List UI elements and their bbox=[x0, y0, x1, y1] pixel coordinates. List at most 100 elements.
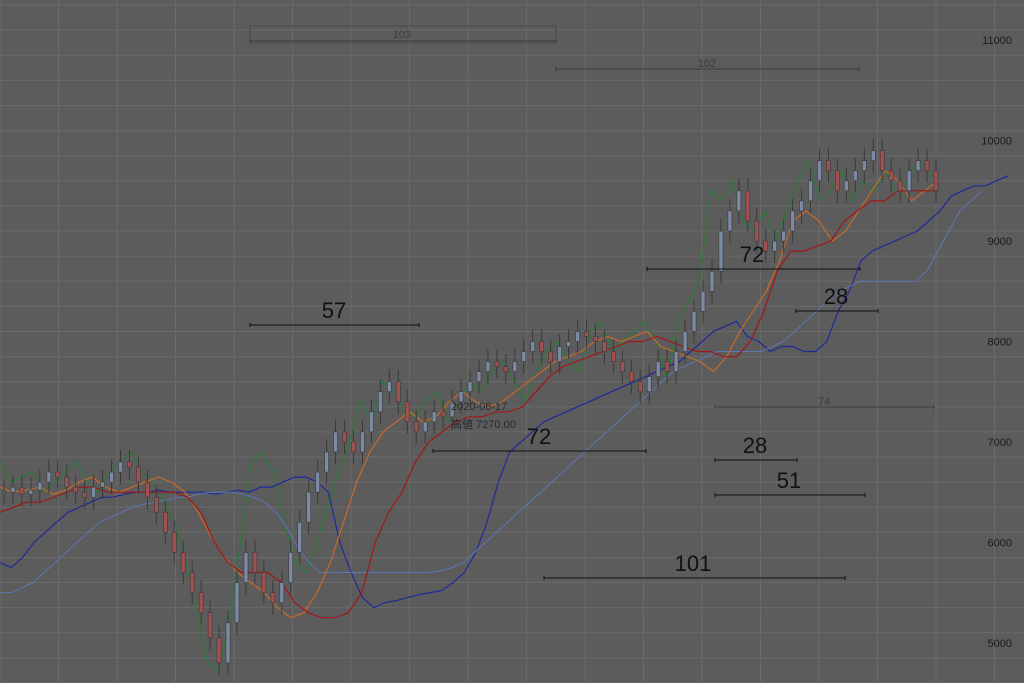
candle-body bbox=[297, 521, 303, 553]
candle-body bbox=[844, 180, 849, 192]
candle-body bbox=[808, 180, 813, 202]
candle-body bbox=[369, 411, 374, 433]
candle-body bbox=[180, 552, 186, 573]
candle-body bbox=[763, 240, 769, 252]
count-marker-label: 51 bbox=[777, 468, 801, 493]
candle-body bbox=[539, 341, 544, 352]
candle-body bbox=[700, 290, 706, 312]
candle-body bbox=[288, 552, 294, 583]
count-marker-label: 102 bbox=[698, 58, 716, 70]
candle-body bbox=[127, 461, 132, 468]
candle-body bbox=[37, 481, 43, 491]
candle-body bbox=[163, 511, 168, 533]
candle-body bbox=[557, 346, 562, 362]
candle-body bbox=[476, 371, 482, 382]
candle-body bbox=[485, 361, 491, 372]
candle-body bbox=[396, 381, 401, 403]
candle-body bbox=[413, 421, 419, 433]
candle-body bbox=[664, 361, 670, 372]
candle-body bbox=[566, 341, 571, 347]
candle-body bbox=[431, 411, 437, 423]
candle-body bbox=[404, 401, 410, 423]
candle-body bbox=[55, 471, 61, 478]
candle-body bbox=[521, 351, 527, 362]
candle-body bbox=[575, 331, 580, 342]
candle-body bbox=[378, 391, 383, 413]
candle-body bbox=[171, 532, 177, 553]
candle-body bbox=[897, 180, 903, 192]
candle-body bbox=[548, 351, 553, 362]
candle-body bbox=[82, 491, 87, 498]
candle-body bbox=[530, 341, 536, 352]
series-line-tenkan bbox=[0, 169, 939, 619]
candle-body bbox=[826, 160, 831, 172]
candle-body bbox=[225, 622, 231, 664]
candle-body bbox=[449, 401, 455, 418]
candle-body bbox=[736, 190, 742, 212]
candle-body bbox=[342, 431, 347, 443]
candle-body bbox=[324, 451, 329, 473]
price-annotation: 2020-06-17 高値 7270.00 bbox=[451, 401, 516, 431]
candle-body bbox=[503, 366, 509, 372]
candle-body bbox=[915, 160, 921, 172]
candle-body bbox=[682, 331, 688, 352]
candle-body bbox=[512, 361, 518, 372]
candle-body bbox=[727, 210, 733, 232]
candle-body bbox=[351, 441, 356, 453]
candle-body bbox=[870, 150, 876, 162]
candle-body bbox=[279, 582, 285, 603]
candle-body bbox=[64, 476, 70, 488]
count-marker-label: 74 bbox=[818, 396, 830, 408]
candle-body bbox=[593, 336, 598, 342]
count-marker-label: 57 bbox=[322, 298, 346, 323]
candle-body bbox=[879, 150, 885, 172]
candle-body bbox=[252, 552, 258, 573]
candle-body bbox=[261, 572, 267, 593]
candle-body bbox=[924, 160, 930, 172]
count-marker-box bbox=[249, 25, 557, 44]
candle-body bbox=[620, 361, 625, 372]
candle-body bbox=[862, 160, 867, 172]
candle-body bbox=[611, 351, 616, 362]
candle-body bbox=[360, 431, 365, 453]
candle-body bbox=[691, 311, 697, 332]
candle-body bbox=[781, 230, 786, 242]
candle-body bbox=[28, 489, 34, 495]
count-markers: 103 102 72 28 57 74 72 28 51 101 bbox=[249, 25, 935, 580]
candle-body bbox=[799, 200, 804, 212]
candle-body bbox=[91, 486, 96, 498]
annotation-date: 2020-06-17 bbox=[451, 401, 507, 413]
count-marker-label: 28 bbox=[743, 433, 767, 458]
candle-body bbox=[145, 481, 150, 498]
candle-body bbox=[10, 486, 16, 493]
annotation-price: 高値 7270.00 bbox=[451, 417, 516, 431]
candle-body bbox=[584, 331, 589, 337]
candle-body bbox=[306, 491, 311, 523]
y-tick-label: 10000 bbox=[981, 136, 1012, 148]
candle-body bbox=[100, 481, 105, 488]
candle-body bbox=[19, 486, 25, 495]
candle-body bbox=[198, 592, 204, 613]
candle-body bbox=[494, 361, 500, 367]
candle-body bbox=[333, 431, 338, 453]
candle-body bbox=[629, 371, 634, 382]
candle-body bbox=[772, 240, 777, 252]
candle-body bbox=[817, 160, 822, 182]
y-axis: 11000 10000 9000 8000 7000 6000 5000 bbox=[981, 35, 1012, 650]
candle-body bbox=[602, 341, 607, 352]
candle-body bbox=[207, 612, 213, 639]
candle-body bbox=[835, 170, 840, 192]
candle-body bbox=[109, 471, 114, 483]
count-marker-label: 72 bbox=[740, 242, 764, 267]
candle-body bbox=[154, 496, 159, 513]
y-tick-label: 8000 bbox=[988, 337, 1012, 349]
candle-body bbox=[637, 381, 643, 393]
candle-body bbox=[458, 391, 464, 403]
candles bbox=[1, 138, 939, 675]
candle-body bbox=[243, 552, 249, 583]
candle-body bbox=[46, 471, 52, 483]
count-marker-label: 103 bbox=[393, 29, 411, 41]
candle-body bbox=[422, 421, 428, 433]
